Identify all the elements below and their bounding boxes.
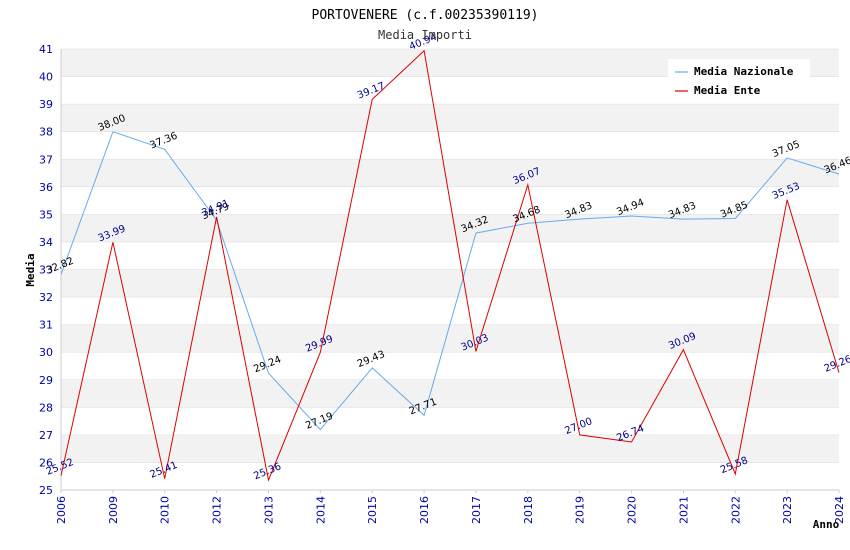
data-label-media-nazionale: 37.05 [771,139,802,160]
legend-label-media-nazionale: Media Nazionale [694,65,794,78]
y-tick-label: 39 [39,98,53,111]
x-tick-label: 2009 [107,496,120,524]
y-axis-ticks: 25 26 27 28 29 30 31 32 33 34 35 36 37 38 39 40 41 [39,43,53,497]
x-axis-label: Anno [813,518,840,531]
data-label-media-nazionale: 37.36 [148,131,179,152]
x-axis-ticks: 2006 2009 2010 2012 2013 2014 2015 2016 2017 2018… [55,490,846,524]
data-label-media-ente: 25.36 [252,461,283,482]
x-tick-label: 2014 [314,496,327,524]
series-line-media-nazionale [60,131,840,431]
x-tick-label: 2019 [574,496,587,524]
y-tick-label: 27 [39,429,53,442]
data-label-media-ente: 27.00 [563,416,594,437]
x-tick-label: 2021 [677,496,690,524]
data-label-media-ente: 39.17 [356,81,387,102]
plot-band [61,269,839,298]
chart-title: PORTOVENERE (c.f.00235390119) [312,8,539,23]
x-tick-label: 2015 [366,496,379,524]
x-tick-label: 2024 [833,496,846,524]
plot-band [61,379,839,408]
legend: Media Nazionale Media Ente [668,59,810,101]
y-tick-label: 30 [39,346,53,359]
y-tick-label: 41 [39,43,53,56]
plot-background-bands [61,49,839,463]
x-tick-label: 2017 [470,496,483,524]
y-tick-label: 32 [39,291,53,304]
series-line-media-ente [60,49,840,482]
y-tick-label: 35 [39,208,53,221]
x-tick-label: 2018 [522,496,535,524]
y-tick-label: 26 [39,456,53,469]
plot-band [61,159,839,187]
y-tick-label: 36 [39,181,53,194]
y-tick-label: 31 [39,319,53,332]
data-label-media-ente: 29.26 [823,354,850,375]
x-tick-label: 2022 [729,496,742,524]
plot-band [61,434,839,463]
y-tick-label: 37 [39,153,53,166]
y-tick-label: 38 [39,126,53,139]
axes [60,49,839,491]
x-tick-label: 2012 [211,496,224,524]
y-tick-label: 40 [39,71,53,84]
y-tick-label: 28 [39,401,53,414]
x-tick-label: 2020 [626,496,639,524]
legend-label-media-ente: Media Ente [694,84,761,97]
legend-box [668,59,810,101]
x-tick-label: 2016 [418,496,431,524]
y-tick-label: 25 [39,484,53,497]
x-tick-label: 2013 [262,496,275,524]
chart-subtitle: Media Importi [378,28,472,42]
plot-band [61,324,839,353]
data-label-media-nazionale: 29.24 [252,354,283,375]
series-lines [60,49,840,482]
x-tick-label: 2023 [781,496,794,524]
y-axis-label: Media [24,253,37,286]
plot-band [61,104,839,132]
y-tick-label: 33 [39,264,53,277]
y-tick-label: 29 [39,374,53,387]
x-tick-label: 2010 [159,496,172,524]
x-tick-label: 2006 [55,496,68,524]
data-label-media-ente: 25.41 [148,460,179,481]
y-tick-label: 34 [39,236,53,249]
